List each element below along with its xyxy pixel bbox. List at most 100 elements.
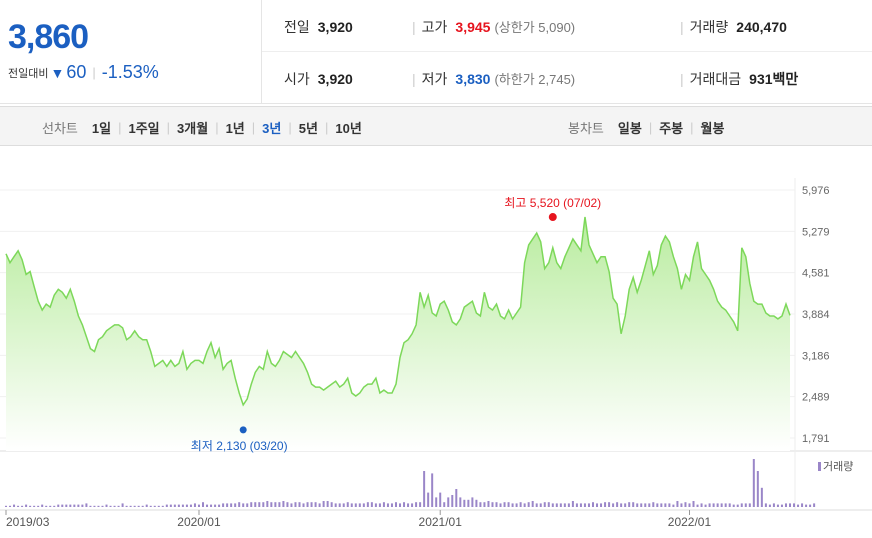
volume-bar [805,504,808,507]
volume-bar [129,505,132,507]
volume-bar [700,503,703,507]
line-tab-5[interactable]: 5년 [298,121,318,136]
tab-divider: | [690,120,694,135]
volume-bar [173,504,176,507]
candle-tab-1[interactable]: 주봉 [659,121,684,136]
volume-bar [419,502,422,507]
chart-period-tabbar: 선차트 1일 | 1주일 | 3개월 | 1년 | 3년 | 5년 | 10년 봉차트 일봉 | 주봉 | 월봉 [0,106,872,146]
volume-bar [378,503,381,507]
volume-bar [692,501,695,507]
line-tab-3[interactable]: 1년 [225,121,245,136]
prev-close-label: 전일 [284,19,310,35]
volume-bar [169,504,172,507]
volume-bar [559,503,562,507]
volume-bar [278,502,281,507]
volume-bar [708,503,711,507]
y-tick-label: 2,489 [802,392,830,404]
volume-bar [684,502,687,507]
volume-bar [744,503,747,507]
volume-bar [318,503,321,507]
volume-bar [443,502,446,507]
volume-bar [756,471,759,507]
price-change: 전일대비 ▼ 60 | -1.53% [8,62,159,83]
volume-bar [262,502,265,507]
volume-bar [89,505,92,507]
y-axis-ticks: 5,976 5,279 4,581 3,884 3,186 2,489 1,791 [802,185,830,445]
down-triangle-icon: ▼ [50,64,65,81]
volume-bar [620,503,623,507]
high-low-annotations: 최고 5,520 (07/02) 최저 2,130 (03/20) [191,196,601,453]
upper-limit: (상한가 5,090) [494,20,576,35]
low-annotation: 최저 2,130 (03/20) [191,439,288,453]
line-tab-2[interactable]: 3개월 [177,121,209,136]
volume-bar [571,501,574,507]
volume-bar [258,502,261,507]
volume-bar [680,503,683,507]
volume-legend-swatch [818,462,821,471]
volume-bar [463,499,466,507]
volume-bar [334,503,337,507]
volume-bar [354,503,357,507]
line-tab-1[interactable]: 1주일 [128,121,160,136]
volume-bar [543,502,546,507]
volume-bar [105,504,108,507]
change-label: 전일대비 [8,67,49,80]
tab-divider: | [118,120,122,135]
volume-bar [447,497,450,507]
line-tab-4[interactable]: 3년 [262,121,282,136]
volume-bar [282,501,285,507]
volume-bar [539,503,542,507]
volume-bar [612,503,615,507]
volume-bar [45,505,48,507]
volume-bar [165,504,168,507]
line-tab-6[interactable]: 10년 [335,121,362,136]
volume-bar [740,503,743,507]
volume-bar [768,504,771,507]
volume-bar [202,502,205,507]
volume-bar [752,459,755,507]
trade-value-label: 거래대금 [689,71,742,87]
volume-bar [515,503,518,507]
volume-bar [764,503,767,507]
volume-bar [503,502,506,507]
volume-bar [141,505,144,507]
volume-bar [234,503,237,507]
volume-bar [350,503,353,507]
volume-bar [624,503,627,507]
volume-bar [616,502,619,507]
volume-bar [29,505,32,507]
volume-bar [596,503,599,507]
line-chart-tab-group: 선차트 1일 | 1주일 | 3개월 | 1년 | 3년 | 5년 | 10년 [42,118,362,137]
volume-bar [696,504,699,507]
volume-bar [772,503,775,507]
volume-bar [93,505,96,507]
volume-bar [797,504,800,507]
price-area-fill [6,217,790,451]
volume-bar [97,505,100,507]
candle-tab-2[interactable]: 월봉 [700,121,725,136]
volume-bar [9,505,12,507]
volume-bar [254,502,257,507]
volume-bar [17,505,20,507]
volume-bar [197,504,200,507]
volume-bar [776,504,779,507]
trade-value: 931 [749,71,773,87]
open-label: 시가 [284,71,310,87]
x-tick-label: 2020/01 [177,515,221,529]
volume-bar [290,503,293,507]
volume-bar [77,504,80,507]
volume-bar [5,505,7,507]
candle-tab-0[interactable]: 일봉 [617,121,642,136]
volume-bar [435,497,438,507]
volume-bar [716,503,719,507]
low-value: 3,830 [455,71,491,87]
volume-bar [451,495,454,507]
line-tab-0[interactable]: 1일 [91,121,112,136]
volume-bar [338,503,341,507]
volume-bar [551,503,554,507]
volume-bar [591,502,594,507]
volume-bar [415,502,418,507]
volume-bar [664,503,667,507]
volume-bar [491,502,494,507]
volume-bar [604,502,607,507]
